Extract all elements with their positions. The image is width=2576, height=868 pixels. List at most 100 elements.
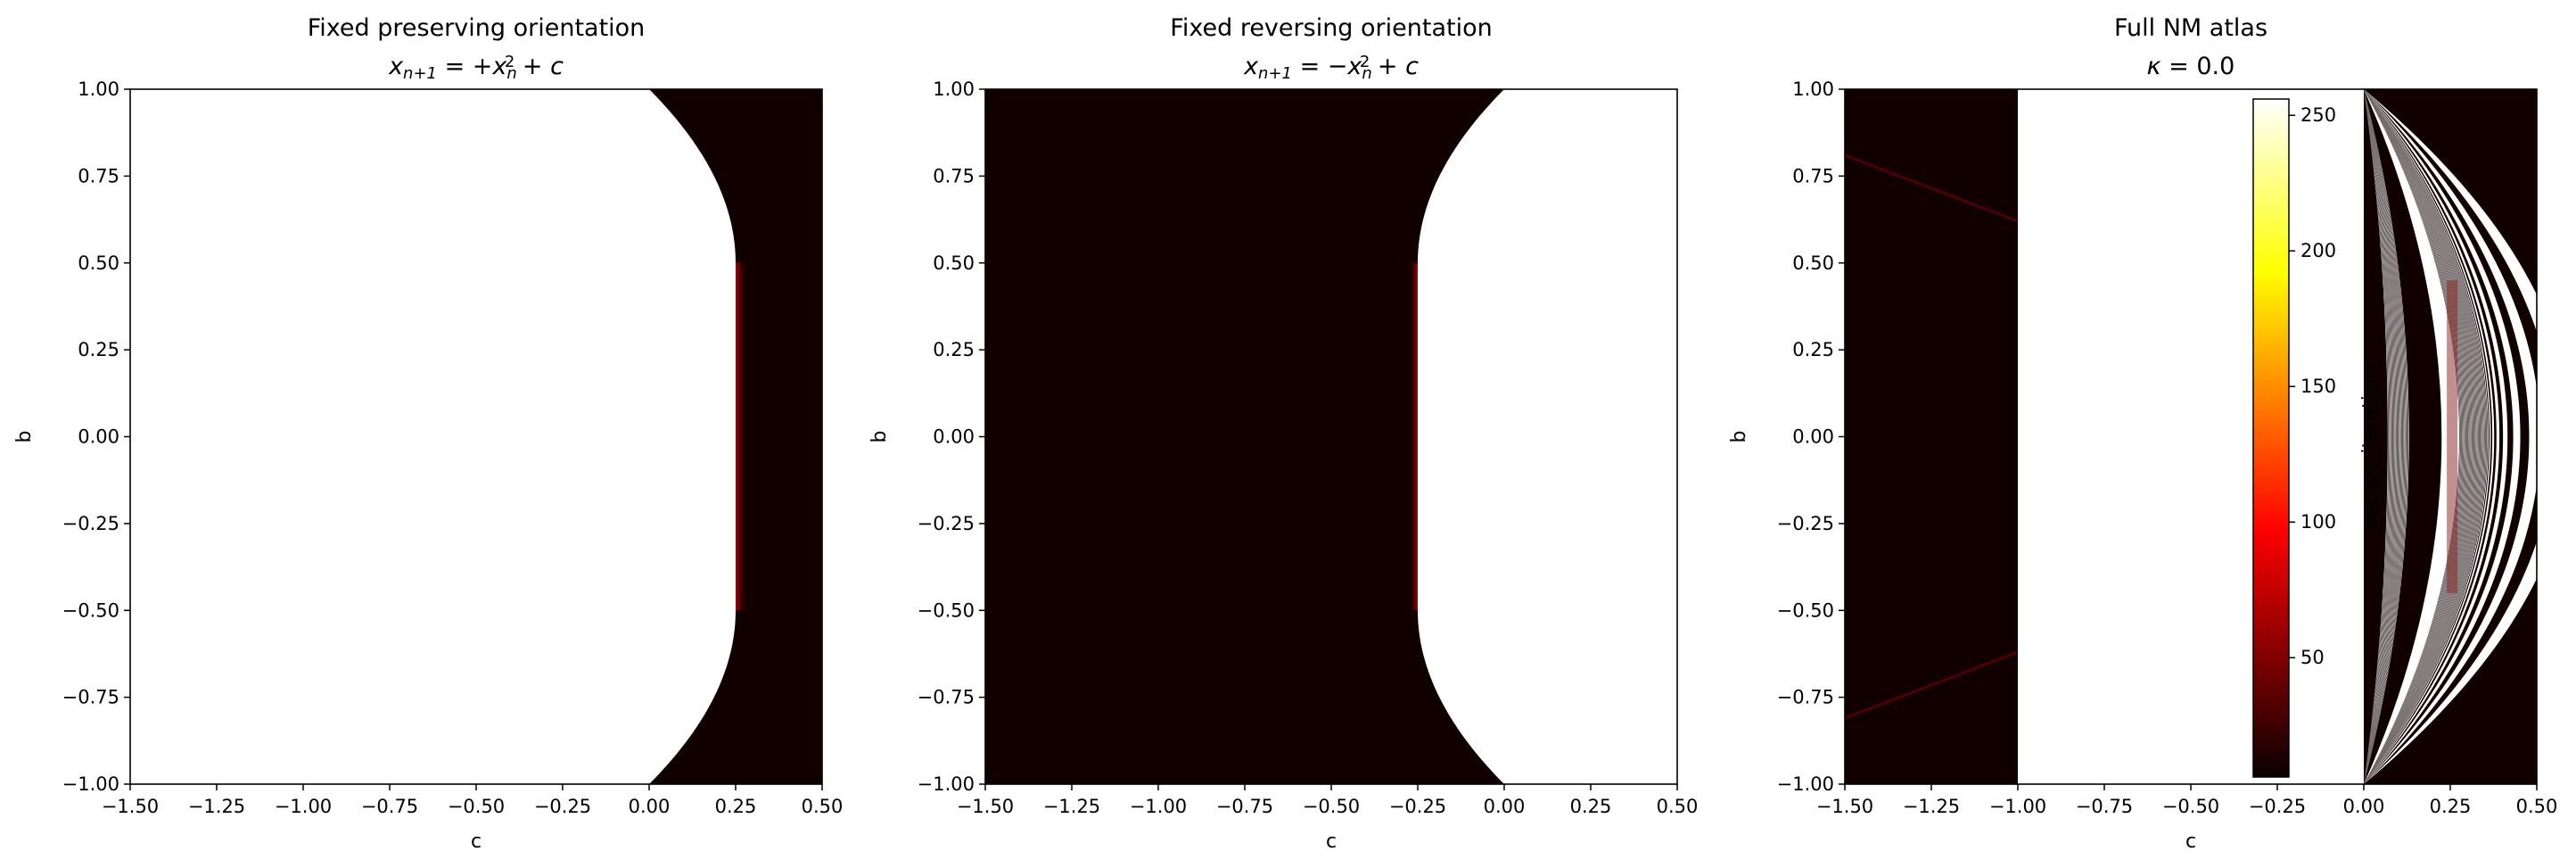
- chart-title: Full NM atlas: [2114, 14, 2267, 42]
- escape-core-glow: [2447, 280, 2458, 593]
- y-tick-label: −0.75: [62, 687, 119, 708]
- x-tick-label: −1.50: [1816, 796, 1873, 817]
- y-tick-label: −0.25: [62, 513, 119, 534]
- escape-band: [2364, 89, 2485, 784]
- x-tick-label: 0.50: [2516, 796, 2558, 817]
- x-tick-label: −0.50: [2162, 796, 2219, 817]
- y-tick-label: −0.75: [1777, 687, 1834, 708]
- y-tick-label: 0.00: [933, 426, 975, 448]
- x-tick-label: 0.25: [1570, 796, 1612, 817]
- x-tick-label: 0.00: [2343, 796, 2385, 817]
- x-tick-label: −1.50: [957, 796, 1014, 817]
- x-tick-label: −0.75: [1216, 796, 1273, 817]
- y-tick-label: 0.25: [1792, 339, 1834, 360]
- y-tick-label: −1.00: [918, 773, 975, 795]
- chart-formula: κ = 0.0: [2147, 53, 2235, 80]
- escape-band: [2364, 89, 2464, 784]
- panel-1: −1.50 −1.25 −1.00 −0.75 −0.50 −0.25 0.00 0.25 0.…: [13, 14, 843, 853]
- escape-band: [2364, 89, 2488, 784]
- escape-band: [2364, 89, 2490, 784]
- escape-band: [2364, 89, 2407, 784]
- x-tick-label: −0.50: [1303, 796, 1360, 817]
- y-tick-label: −0.25: [918, 513, 975, 534]
- x-axis-label: c: [471, 831, 481, 853]
- x-tick-label: 0.50: [1657, 796, 1699, 817]
- escape-band: [2364, 89, 2537, 784]
- glow-line: [1845, 153, 2019, 223]
- escape-region: [985, 89, 1504, 784]
- boundary-glow: [736, 262, 748, 611]
- x-tick-label: −0.50: [448, 796, 505, 817]
- y-tick-label: 0.75: [933, 165, 975, 186]
- escape-band: [2364, 89, 2406, 784]
- formula-part: x: [491, 53, 507, 80]
- escape-band: [2364, 89, 2398, 784]
- heatmap-image: [1845, 89, 2537, 784]
- escape-band: [2364, 89, 2396, 784]
- y-tick-label: 0.25: [78, 339, 119, 360]
- y-tick-label: −1.00: [1777, 773, 1834, 795]
- y-axis-label: b: [13, 431, 36, 443]
- x-tick-label: −1.00: [1130, 796, 1187, 817]
- x-tick-label: 0.50: [802, 796, 844, 817]
- colorbar-tick-label: 50: [2300, 647, 2325, 668]
- x-tick-label: −1.00: [1989, 796, 2046, 817]
- escape-band: [2364, 89, 2462, 784]
- formula-part: n: [506, 64, 516, 83]
- formula-part: x: [1346, 53, 1362, 80]
- x-tick-label: −0.25: [2249, 796, 2306, 817]
- formula-part: n+1: [1258, 64, 1292, 83]
- escape-band: [2364, 89, 2473, 784]
- x-tick-label: −1.25: [188, 796, 245, 817]
- escape-band: [2364, 89, 2500, 784]
- y-tick-label: −0.50: [1777, 599, 1834, 621]
- escape-band: [2364, 89, 2404, 784]
- escape-band: [2364, 89, 2483, 784]
- y-axis-label: b: [1728, 431, 1750, 443]
- escape-band: [2364, 89, 2508, 784]
- escape-band: [2364, 89, 2468, 784]
- escape-band: [2364, 89, 2482, 784]
- x-axis-label: c: [2185, 831, 2196, 853]
- y-tick-label: −0.50: [918, 599, 975, 621]
- bounded-region: [130, 89, 822, 784]
- escape-band: [2364, 89, 2403, 784]
- escape-band: [2364, 89, 2481, 784]
- colorbar-label: escape iterations: [2359, 360, 2382, 529]
- boundary-glow: [1409, 262, 1418, 611]
- colorbar-tick-label: 100: [2300, 511, 2336, 533]
- colorbar: 50 100 150 200 250 escape iterations: [2252, 98, 2382, 778]
- escape-band: [2364, 89, 2479, 784]
- y-tick-label: 0.00: [78, 426, 119, 448]
- colorbar-tick-label: 250: [2300, 104, 2336, 126]
- escape-band: [2364, 89, 2391, 784]
- escape-band: [2364, 89, 2399, 784]
- escape-band: [2364, 89, 2473, 784]
- y-tick-label: 0.75: [1792, 165, 1834, 186]
- y-tick-label: 0.50: [78, 252, 119, 274]
- x-axis-label: c: [1326, 831, 1337, 853]
- formula-part: x: [1243, 53, 1259, 80]
- formula-part: κ: [2147, 53, 2161, 80]
- escape-band: [2364, 89, 2400, 784]
- escape-band: [2364, 89, 2390, 784]
- x-tick-label: −0.25: [534, 796, 591, 817]
- y-tick-label: 0.25: [933, 339, 975, 360]
- y-tick-label: 1.00: [933, 79, 975, 100]
- panel-3: −1.50 −1.25 −1.00 −0.75 −0.50 −0.25 0.00 0.25 0.…: [1728, 14, 2558, 853]
- x-tick-label: −0.75: [361, 796, 418, 817]
- formula-part: x: [388, 53, 404, 80]
- y-tick-label: −0.75: [918, 687, 975, 708]
- escape-band: [2364, 89, 2521, 784]
- escape-band: [2364, 89, 2477, 784]
- x-tick-label: 0.00: [1484, 796, 1526, 817]
- x-tick-label: −1.50: [102, 796, 159, 817]
- formula-part: c: [550, 53, 564, 80]
- formula-part: = −: [1292, 53, 1347, 80]
- y-tick-label: 0.50: [1792, 252, 1834, 274]
- x-tick-label: −0.75: [2076, 796, 2133, 817]
- y-tick-label: 0.50: [933, 252, 975, 274]
- escape-band: [2364, 89, 2487, 784]
- y-tick-label: −1.00: [62, 773, 119, 795]
- y-tick-label: 1.00: [1792, 79, 1834, 100]
